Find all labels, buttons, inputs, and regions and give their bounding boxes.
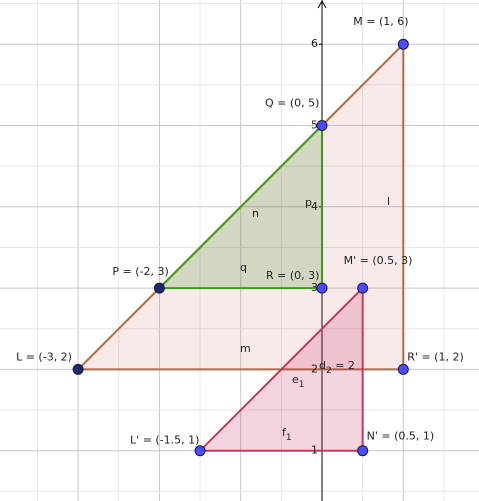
segment-label-name: l (387, 195, 390, 208)
point[interactable] (357, 445, 369, 457)
segment-label-name: m (240, 342, 251, 355)
point-label: L' = (-1.5, 1) (130, 434, 199, 447)
segment-label-sub: 1 (286, 433, 292, 443)
point[interactable] (397, 38, 409, 50)
segment-label-sub: 1 (299, 380, 305, 390)
segment-label: l (387, 195, 390, 208)
point-label: M' = (0.5, 3) (344, 254, 413, 267)
point[interactable] (72, 363, 84, 375)
y-tick-label: 5 (311, 119, 318, 132)
point[interactable] (397, 363, 409, 375)
point[interactable] (316, 120, 328, 131)
point-label: P = (-2, 3) (112, 265, 168, 278)
triangle-lmn (197, 285, 364, 452)
point[interactable] (316, 282, 328, 294)
segment-label-name: f (282, 426, 287, 439)
point-label: Q = (0, 5) (265, 97, 319, 110)
point-label: L = (-3, 2) (16, 350, 72, 363)
y-tick-label: 3 (311, 281, 318, 294)
shapes (72, 38, 409, 457)
segment-label-sub: 2 (326, 366, 332, 376)
y-tick-label: 4 (311, 200, 318, 213)
point-label: M = (1, 6) (353, 15, 408, 28)
y-tick-label: 2 (311, 362, 318, 375)
triangle-pqr (156, 123, 323, 290)
segment-label-name: n (252, 207, 259, 220)
point-label: N' = (0.5, 1) (367, 430, 435, 443)
axis-arrow (317, 0, 327, 9)
point[interactable] (357, 282, 369, 294)
point-label: R = (0, 3) (266, 269, 319, 282)
y-tick-label: 6 (311, 37, 318, 50)
segment-label-name: d (319, 359, 326, 372)
segment-label-rest: = 2 (332, 359, 355, 372)
segment-label: n (252, 207, 259, 220)
y-tick-label: 1 (311, 444, 318, 457)
segment-label: e1 (292, 373, 305, 390)
segment-label: m (240, 342, 251, 355)
segment-label: p (305, 196, 312, 209)
point[interactable] (194, 445, 206, 457)
segment-label: q (240, 261, 247, 274)
segment-label-name: q (240, 261, 247, 274)
segment-label-name: e (292, 373, 299, 386)
segment-label-name: p (305, 196, 312, 209)
point[interactable] (153, 282, 165, 294)
point-label: R' = (1, 2) (407, 350, 463, 363)
segment-label: f1 (282, 426, 292, 443)
segment-label: d2 = 2 (319, 359, 355, 376)
